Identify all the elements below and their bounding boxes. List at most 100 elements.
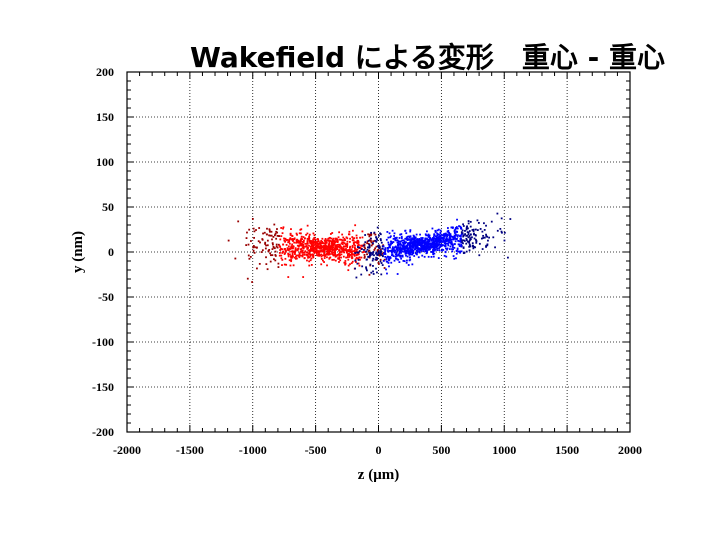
red-point	[355, 237, 358, 239]
red-point	[257, 240, 260, 243]
red-point	[361, 230, 364, 233]
blue-point	[391, 248, 394, 250]
blue-point	[434, 229, 437, 232]
blue-point	[385, 257, 388, 259]
red-point	[361, 244, 364, 247]
red-point	[326, 264, 328, 267]
blue-point	[370, 231, 372, 234]
blue-point	[435, 241, 438, 244]
red-point	[278, 244, 281, 247]
red-point	[317, 251, 320, 253]
red-point	[308, 235, 310, 238]
blue-point	[459, 238, 462, 241]
blue-point	[480, 237, 483, 240]
blue-point	[461, 239, 463, 242]
blue-point	[441, 237, 444, 240]
red-point	[329, 256, 332, 259]
blue-point	[485, 245, 487, 248]
red-point	[263, 231, 266, 234]
red-point	[287, 241, 290, 244]
red-point	[350, 248, 353, 251]
blue-point	[430, 245, 433, 248]
blue-point	[420, 246, 423, 249]
red-point	[332, 237, 335, 240]
blue-point	[408, 243, 411, 246]
red-point	[268, 228, 271, 231]
blue-point	[449, 245, 452, 248]
blue-point	[454, 240, 457, 243]
blue-point	[360, 273, 363, 276]
blue-point	[409, 235, 412, 238]
red-point	[346, 250, 349, 252]
blue-point	[449, 239, 452, 242]
red-point	[278, 252, 281, 254]
blue-point	[410, 245, 413, 248]
blue-point	[451, 248, 453, 250]
blue-point	[381, 247, 384, 250]
red-point	[323, 248, 326, 251]
blue-point	[354, 267, 356, 270]
red-point	[329, 236, 331, 239]
blue-point	[507, 256, 509, 259]
red-point	[331, 258, 334, 261]
red-point	[245, 237, 248, 240]
red-point	[271, 242, 274, 245]
blue-point	[448, 234, 451, 236]
blue-point	[423, 243, 426, 246]
blue-point	[432, 246, 435, 249]
red-point	[321, 240, 324, 243]
red-point	[328, 257, 331, 260]
red-point	[344, 260, 347, 262]
red-point	[283, 263, 286, 266]
red-point	[325, 253, 328, 255]
blue-point	[446, 248, 448, 251]
red-point	[336, 240, 339, 243]
red-point	[320, 255, 323, 258]
blue-point	[426, 249, 428, 252]
red-point	[293, 241, 296, 244]
blue-point	[403, 245, 406, 248]
blue-point	[456, 235, 459, 238]
blue-point	[410, 242, 413, 245]
blue-point	[380, 241, 383, 244]
blue-point	[452, 226, 454, 229]
blue-point	[401, 239, 404, 242]
red-point	[364, 247, 367, 250]
blue-point	[455, 250, 458, 252]
red-point	[284, 240, 287, 243]
red-point	[310, 241, 312, 244]
blue-point	[395, 246, 398, 249]
blue-point	[414, 247, 417, 250]
red-point	[312, 250, 315, 253]
red-point	[331, 245, 334, 248]
blue-point	[413, 236, 415, 239]
blue-point	[391, 253, 394, 256]
red-point	[265, 263, 268, 266]
blue-point	[419, 242, 422, 245]
red-point	[308, 264, 311, 267]
blue-point	[442, 233, 445, 236]
blue-point	[388, 232, 391, 235]
blue-point	[496, 212, 499, 215]
red-point	[328, 251, 331, 254]
blue-point	[357, 251, 360, 254]
red-point	[341, 233, 344, 236]
blue-point	[479, 228, 482, 230]
red-point	[349, 247, 351, 249]
x-tick-label: -1500	[176, 443, 204, 457]
blue-point	[363, 249, 365, 251]
blue-point	[367, 246, 369, 249]
red-point	[261, 249, 264, 252]
red-point	[379, 258, 382, 261]
red-point	[309, 259, 312, 262]
red-point	[348, 252, 350, 255]
blue-point	[410, 239, 413, 242]
red-point	[341, 241, 344, 244]
blue-point	[452, 255, 455, 257]
red-point	[324, 243, 327, 245]
red-point	[282, 250, 285, 253]
blue-point	[430, 243, 433, 246]
blue-point	[400, 248, 403, 251]
blue-point	[404, 246, 407, 249]
blue-point	[447, 239, 450, 242]
